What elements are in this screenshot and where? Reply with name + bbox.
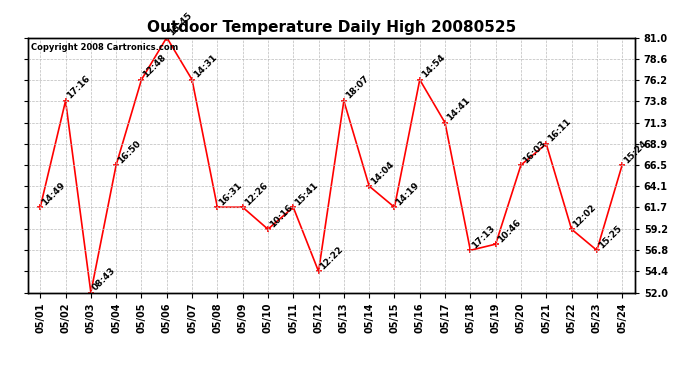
- Text: 15:25: 15:25: [597, 224, 624, 250]
- Text: 12:22: 12:22: [319, 245, 345, 272]
- Text: 16:03: 16:03: [521, 138, 547, 165]
- Text: 08:43: 08:43: [91, 266, 117, 292]
- Text: 14:19: 14:19: [395, 180, 421, 207]
- Text: 17:13: 17:13: [471, 224, 497, 250]
- Text: 16:50: 16:50: [116, 138, 143, 165]
- Text: 10:16: 10:16: [268, 202, 295, 229]
- Text: 14:54: 14:54: [420, 53, 446, 80]
- Text: 10:46: 10:46: [495, 217, 522, 244]
- Text: 16:11: 16:11: [546, 117, 573, 144]
- Text: 16:31: 16:31: [217, 181, 244, 207]
- Text: Copyright 2008 Cartronics.com: Copyright 2008 Cartronics.com: [30, 43, 178, 52]
- Text: 15:41: 15:41: [293, 180, 320, 207]
- Text: 15:24: 15:24: [622, 138, 649, 165]
- Text: 13:45: 13:45: [167, 11, 193, 38]
- Text: 12:48: 12:48: [141, 53, 168, 80]
- Text: 14:41: 14:41: [445, 96, 472, 123]
- Text: 17:16: 17:16: [66, 74, 92, 101]
- Text: 14:49: 14:49: [40, 180, 67, 207]
- Title: Outdoor Temperature Daily High 20080525: Outdoor Temperature Daily High 20080525: [146, 20, 516, 35]
- Text: 14:04: 14:04: [369, 159, 396, 186]
- Text: 12:02: 12:02: [571, 202, 598, 229]
- Text: 12:26: 12:26: [243, 181, 269, 207]
- Text: 18:07: 18:07: [344, 74, 371, 101]
- Text: 14:31: 14:31: [192, 53, 219, 80]
